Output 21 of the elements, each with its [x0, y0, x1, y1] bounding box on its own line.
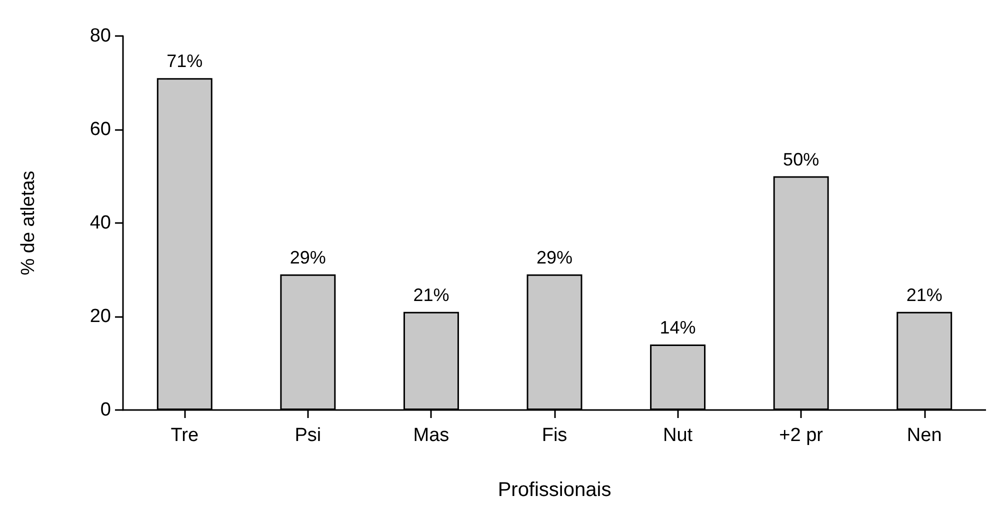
data-label: 21%	[413, 284, 450, 305]
y-tick-label: 40	[90, 212, 111, 234]
x-tick-label: Nut	[662, 425, 694, 446]
data-label: 71%	[166, 51, 203, 72]
data-label: 50%	[783, 149, 820, 170]
x-tick-label: Nen	[906, 425, 942, 446]
y-tick-label: 20	[90, 306, 111, 327]
x-axis-title: Profissionais	[498, 479, 612, 501]
x-tick-label: Tre	[170, 425, 199, 446]
x-tick-label: Mas	[413, 425, 450, 446]
data-label: 14%	[660, 318, 696, 338]
x-tick-label: Fis	[542, 425, 568, 446]
y-axis-title: % de atletas	[18, 170, 39, 276]
y-tick-label: 0	[100, 400, 111, 420]
x-tick-label: Psi	[294, 425, 322, 446]
y-tick-label: 60	[90, 119, 111, 140]
data-label: 29%	[536, 247, 573, 268]
x-tick-label: +2 pr	[779, 425, 824, 446]
y-tick-label: 80	[90, 26, 111, 46]
data-label: 29%	[290, 247, 326, 268]
data-label: 21%	[906, 284, 942, 305]
